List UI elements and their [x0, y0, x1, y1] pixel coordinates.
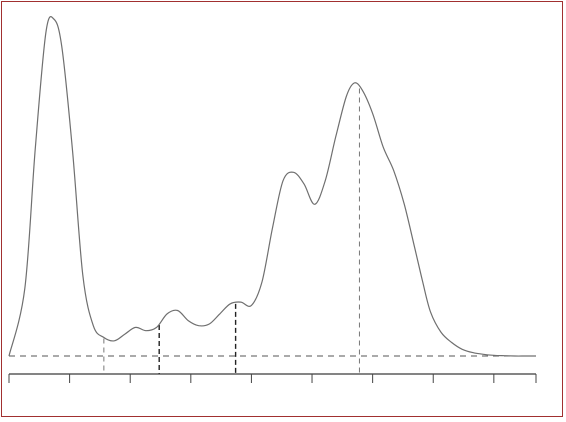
chart-frame [1, 1, 563, 417]
x-axis-ticks [8, 374, 537, 383]
density-curve [8, 16, 536, 357]
divider-lines [103, 88, 360, 374]
